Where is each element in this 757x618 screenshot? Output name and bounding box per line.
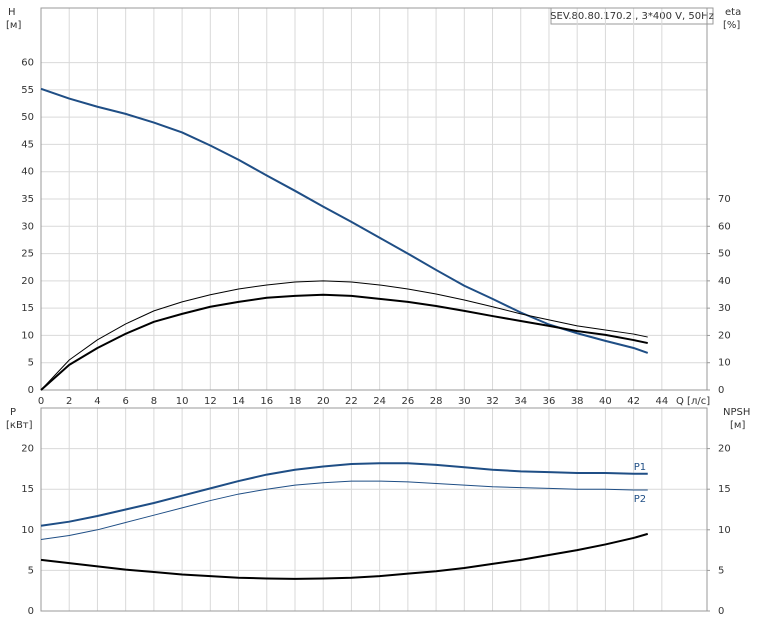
y2-tick-label: 20 bbox=[718, 330, 731, 341]
y-tick-label: 60 bbox=[21, 58, 34, 69]
y-tick-label: 55 bbox=[21, 85, 34, 96]
x-tick-label: 6 bbox=[122, 396, 128, 407]
y2-tick-label: 15 bbox=[718, 484, 731, 495]
y-tick-label: 25 bbox=[21, 249, 34, 260]
series-label: P2 bbox=[634, 494, 646, 505]
y2-tick-label: 10 bbox=[718, 358, 731, 369]
x-tick-label: 16 bbox=[260, 396, 273, 407]
y-tick-label: 10 bbox=[21, 330, 34, 341]
x-tick-label: 26 bbox=[401, 396, 414, 407]
y2-tick-label: 0 bbox=[718, 385, 724, 396]
y-axis-unit: [м] bbox=[6, 20, 21, 31]
x-tick-label: 12 bbox=[204, 396, 217, 407]
x-tick-label: 42 bbox=[627, 396, 640, 407]
y-tick-label: 45 bbox=[21, 139, 34, 150]
x-tick-label: 10 bbox=[176, 396, 189, 407]
curve bbox=[40, 280, 648, 391]
y-axis-label: P bbox=[10, 407, 16, 418]
y2-tick-label: 40 bbox=[718, 276, 731, 287]
y2-tick-label: 30 bbox=[718, 303, 731, 314]
x-tick-label: 44 bbox=[655, 396, 668, 407]
y2-tick-label: 20 bbox=[718, 444, 731, 455]
chart-title: SEV.80.80.170.2., 3*400 V, 50Hz bbox=[550, 11, 714, 22]
y2-axis-label: eta bbox=[725, 7, 741, 18]
y2-tick-label: 60 bbox=[718, 221, 731, 232]
y-axis-label: H bbox=[8, 7, 16, 18]
y2-tick-label: 50 bbox=[718, 249, 731, 260]
y-tick-label: 50 bbox=[21, 112, 34, 123]
y2-tick-label: 5 bbox=[718, 565, 724, 576]
x-tick-label: 28 bbox=[430, 396, 443, 407]
y2-axis-label: NPSH bbox=[723, 407, 750, 418]
x-tick-label: 38 bbox=[571, 396, 584, 407]
y2-tick-label: 70 bbox=[718, 194, 731, 205]
x-tick-label: 2 bbox=[66, 396, 72, 407]
x-tick-label: 34 bbox=[514, 396, 527, 407]
y-tick-label: 5 bbox=[28, 565, 34, 576]
x-tick-label: 0 bbox=[38, 396, 44, 407]
y-tick-label: 5 bbox=[28, 358, 34, 369]
x-tick-label: 30 bbox=[458, 396, 471, 407]
series-label: P1 bbox=[634, 462, 646, 473]
x-tick-label: 14 bbox=[232, 396, 245, 407]
y-tick-label: 35 bbox=[21, 194, 34, 205]
y-tick-label: 15 bbox=[21, 484, 34, 495]
curve bbox=[40, 462, 648, 527]
y2-tick-label: 0 bbox=[718, 606, 724, 617]
y2-axis-unit: [%] bbox=[723, 20, 740, 31]
x-tick-label: 24 bbox=[373, 396, 386, 407]
y-tick-label: 0 bbox=[28, 385, 34, 396]
x-tick-label: 20 bbox=[317, 396, 330, 407]
curve bbox=[40, 293, 648, 391]
curve bbox=[40, 480, 648, 541]
x-tick-label: 40 bbox=[599, 396, 612, 407]
y-tick-label: 10 bbox=[21, 525, 34, 536]
y-tick-label: 0 bbox=[28, 606, 34, 617]
y-tick-label: 20 bbox=[21, 444, 34, 455]
x-tick-label: 22 bbox=[345, 396, 358, 407]
y-axis-unit: [кВт] bbox=[6, 420, 33, 431]
y2-axis-unit: [м] bbox=[730, 420, 745, 431]
plot-frame bbox=[40, 407, 708, 612]
y-tick-label: 40 bbox=[21, 167, 34, 178]
x-axis-label: Q [л/с] bbox=[676, 396, 710, 407]
curve bbox=[40, 532, 649, 580]
y2-tick-label: 10 bbox=[718, 525, 731, 536]
plot-frame bbox=[40, 7, 708, 391]
y-tick-label: 15 bbox=[21, 303, 34, 314]
x-tick-label: 18 bbox=[289, 396, 302, 407]
y-tick-label: 30 bbox=[21, 221, 34, 232]
y-tick-label: 20 bbox=[21, 276, 34, 287]
x-tick-label: 32 bbox=[486, 396, 499, 407]
x-tick-label: 4 bbox=[94, 396, 100, 407]
x-tick-label: 8 bbox=[151, 396, 157, 407]
x-tick-label: 36 bbox=[543, 396, 556, 407]
